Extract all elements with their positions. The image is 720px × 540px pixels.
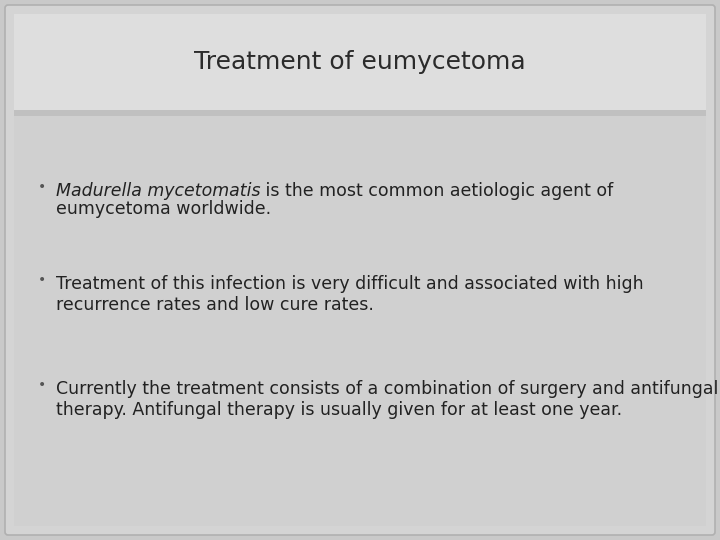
Text: is the most common aetiologic agent of: is the most common aetiologic agent of (261, 182, 613, 200)
FancyBboxPatch shape (14, 116, 706, 526)
Text: eumycetoma worldwide.: eumycetoma worldwide. (56, 200, 271, 218)
Text: Treatment of eumycetoma: Treatment of eumycetoma (194, 50, 526, 74)
FancyBboxPatch shape (5, 5, 715, 535)
FancyBboxPatch shape (14, 14, 706, 110)
Text: •: • (38, 180, 46, 194)
Text: Currently the treatment consists of a combination of surgery and antifungal
ther: Currently the treatment consists of a co… (56, 380, 719, 419)
Bar (14, 110, 706, 116)
Text: Madurella mycetomatis: Madurella mycetomatis (56, 182, 261, 200)
Text: Treatment of this infection is very difficult and associated with high
recurrenc: Treatment of this infection is very diff… (56, 275, 644, 314)
Text: •: • (38, 273, 46, 287)
Text: •: • (38, 378, 46, 392)
